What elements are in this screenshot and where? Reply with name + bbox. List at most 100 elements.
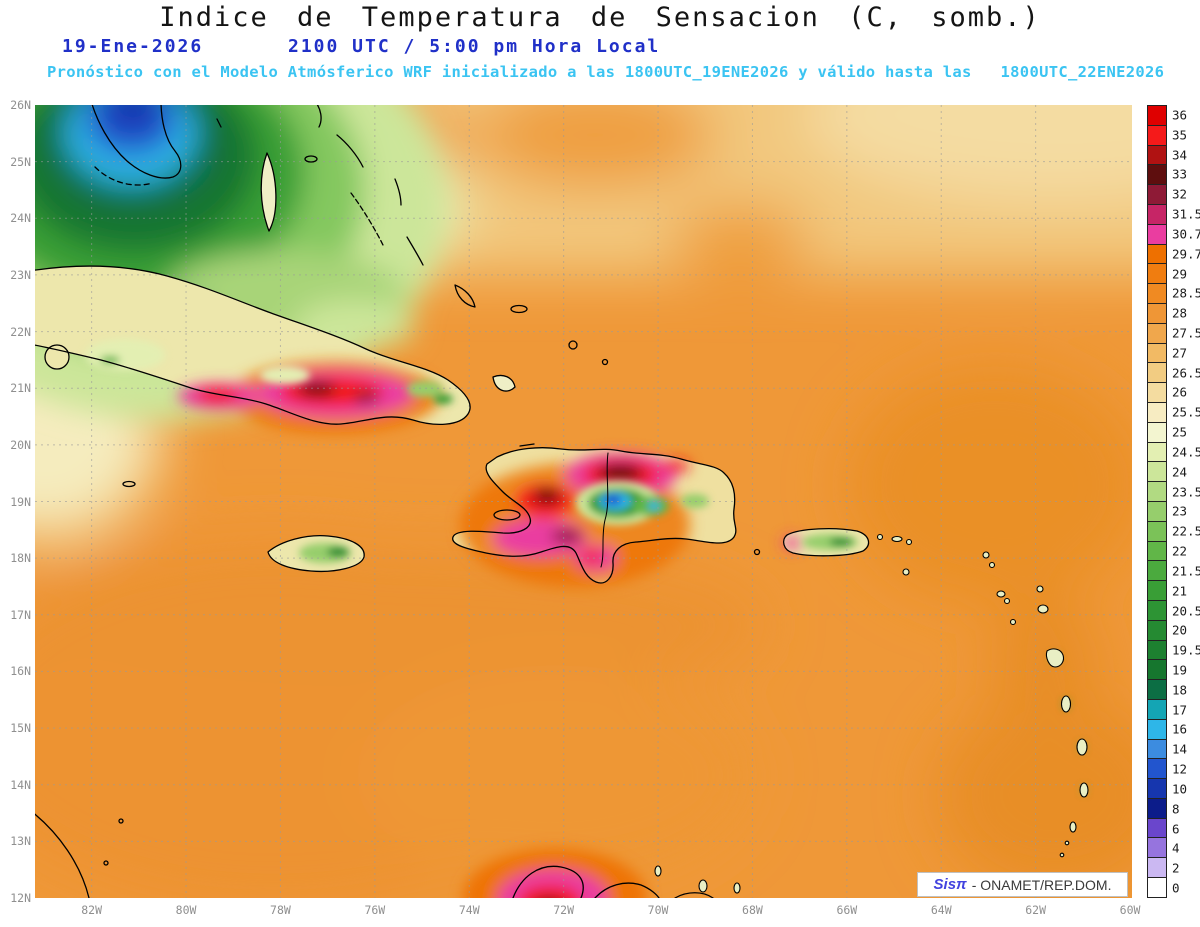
cuba-coast [35,265,471,425]
haiti-dr-border [600,452,609,568]
colorbar-cell [1148,165,1166,186]
colorbar-label: 32 [1172,186,1188,202]
lat-label: 20N [10,437,31,452]
long-island-coast [406,236,424,266]
colorbar-label: 29.7 [1172,246,1200,262]
colorbar-label: 19 [1172,662,1188,678]
colorbar-cell [1148,521,1166,542]
colorbar-cell [1148,759,1166,780]
colorbar-cell [1148,719,1166,740]
lat-label: 19N [10,494,31,509]
hispaniola-coast [452,447,737,584]
colorbar-cell [1148,779,1166,799]
colorbar-cell [1148,798,1166,819]
eleuthera-coast [336,134,364,168]
nicaragua-coast [35,813,90,898]
colorbar-label: 27.5 [1172,325,1200,341]
colorbar-cell [1148,244,1166,265]
abaco-coast [316,105,322,128]
colorbar-label: 8 [1172,801,1180,817]
lat-label: 16N [10,664,31,679]
colorbar-labels: 36 35 34 33 32 31.5 30.7 29.7 29 28.5 28 27.5 27 26.5… [1172,105,1200,898]
grand-cayman-coast [122,480,136,488]
lat-label: 15N [10,721,31,736]
colorbar-label: 16 [1172,721,1188,737]
lon-label: 60W [1119,903,1141,917]
lon-label: 82W [81,903,103,917]
colorbar-label: 4 [1172,840,1180,856]
colorbar-cell [1148,818,1166,839]
venezuela-coast [674,892,714,898]
map-canvas [35,105,1132,898]
lon-label: 72W [553,903,575,917]
crooked-acklins-coast [454,284,476,308]
colorbar-cell [1148,600,1166,621]
mayaguana-coast [510,304,528,314]
credit-badge: Sisπ - ONAMET/REP.DOM. [917,872,1128,897]
colorbar-cell [1148,878,1166,897]
colorbar-label: 2 [1172,860,1180,876]
tortuga-coast [519,443,535,447]
colorbar-cell [1148,462,1166,483]
colorbar-cell [1148,204,1166,225]
colorbar-cell [1148,561,1166,582]
florida-coast [91,105,182,179]
colorbar-label: 24.5 [1172,444,1200,460]
forecast-date: 19-Ene-2026 [62,36,204,57]
andros-coast [260,152,277,232]
colorbar-label: 21 [1172,583,1188,599]
colorbar-label: 21.5 [1172,563,1200,579]
colorbar-cell [1148,699,1166,720]
colorbar-label: 27 [1172,345,1188,361]
colorbar-label: 18 [1172,682,1188,698]
mona-coast [753,548,761,556]
colorbar-cell [1148,402,1166,423]
lon-label: 64W [930,903,952,917]
colorbar-label: 10 [1172,781,1188,797]
colorbar-cell [1148,106,1166,126]
colorbar-cell [1148,145,1166,166]
puerto-rico-coast [782,528,870,557]
coastlines [35,105,1089,898]
colorbar-cell [1148,739,1166,760]
colorbar-cell [1148,620,1166,641]
lat-label: 21N [10,381,31,396]
colorbar-label: 36 [1172,107,1188,123]
inagua-coast [492,374,516,392]
jamaica-coast [267,535,365,573]
colorbar-label: 25.5 [1172,404,1200,420]
lat-label: 23N [10,267,31,282]
colorbar-label: 35 [1172,127,1188,143]
colorbar [1147,105,1167,898]
colorbar-label: 26 [1172,384,1188,400]
caicos-coast [568,340,578,350]
sispi-logo: Sisπ [933,876,967,893]
colorbar-label: 23 [1172,503,1188,519]
colorbar-label: 0 [1172,880,1180,896]
colorbar-label: 34 [1172,147,1188,163]
colorbar-cell [1148,303,1166,324]
colorbar-label: 33 [1172,166,1188,182]
colorbar-cell [1148,125,1166,146]
colorbar-label: 17 [1172,702,1188,718]
colorbar-label: 6 [1172,821,1180,837]
colorbar-cell [1148,363,1166,384]
lat-label: 12N [10,891,31,905]
colorbar-cell [1148,501,1166,522]
colorbar-cell [1148,343,1166,364]
cat-island-coast [394,178,402,206]
lon-label: 68W [742,903,763,917]
colorbar-cell [1148,838,1166,859]
guajira-coast [512,865,584,898]
colorbar-label: 30.7 [1172,226,1200,242]
lat-label: 13N [10,834,31,849]
model-info-line: Pronóstico con el Modelo Atmósferico WRF… [47,63,1165,81]
colorbar-cell [1148,482,1166,502]
colorbar-label: 28 [1172,305,1188,321]
lat-label: 24N [10,211,31,226]
new-providence-coast [304,155,318,163]
colorbar-label: 28.5 [1172,285,1200,301]
colorbar-label: 29 [1172,266,1188,281]
colorbar-label: 12 [1172,761,1188,777]
